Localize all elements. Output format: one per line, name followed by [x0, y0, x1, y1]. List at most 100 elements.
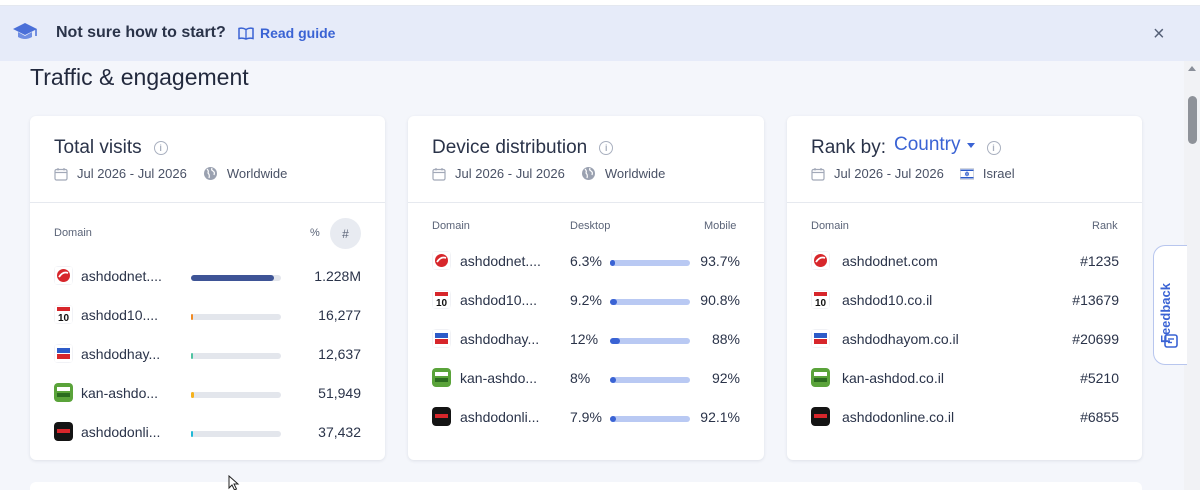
table-row[interactable]: ashdodnet.com #1235 [787, 249, 1142, 273]
date-range: Jul 2026 - Jul 2026 [834, 166, 944, 181]
mobile-share: 90.8% [700, 292, 740, 308]
rank-value: #1235 [1080, 253, 1119, 269]
domain-name[interactable]: ashdodhayom.co.il [842, 331, 959, 347]
desktop-bar [610, 338, 620, 344]
table-row[interactable]: ashdodnet.... 6.3% 93.7% [408, 249, 764, 273]
domain-name[interactable]: ashdodnet.com [842, 253, 938, 269]
table-row[interactable]: ashdodhayom.co.il #20699 [787, 327, 1142, 351]
domain-name[interactable]: ashdodhay... [460, 331, 540, 347]
share-bar-fill [191, 392, 194, 398]
share-bar-track [191, 353, 281, 359]
card-title: Rank by: [811, 137, 886, 158]
rank-by-card: Rank by: Country i Jul 2026 - Jul 2026 I… [787, 116, 1142, 460]
feedback-tab[interactable]: Feedback [1153, 245, 1187, 365]
domain-name[interactable]: kan-ashdod.co.il [842, 370, 944, 386]
desktop-bar [610, 377, 616, 383]
ashdodonline-favicon [811, 407, 830, 426]
table-row[interactable]: ashdodnet.... 1.228M [30, 264, 385, 288]
banner-message: Not sure how to start? [56, 24, 226, 41]
desktop-share: 9.2% [570, 292, 602, 308]
book-icon [238, 26, 254, 40]
column-header-desktop: Desktop [570, 220, 611, 232]
calendar-icon [54, 167, 68, 181]
desktop-share: 8% [570, 370, 591, 386]
domain-name[interactable]: ashdodonli... [81, 424, 161, 440]
table-row[interactable]: kan-ashdo... 8% 92% [408, 366, 764, 390]
info-icon[interactable]: i [153, 141, 168, 155]
domain-name[interactable]: ashdod10.... [460, 292, 538, 308]
table-row[interactable]: 10 ashdod10.co.il #13679 [787, 288, 1142, 312]
table-row[interactable]: ashdodonli... 7.9% 92.1% [408, 405, 764, 429]
domain-name[interactable]: ashdodhay... [81, 346, 161, 362]
share-bar-fill [191, 353, 193, 359]
svg-text:10: 10 [815, 298, 827, 309]
desktop-share: 7.9% [570, 409, 602, 425]
mobile-bar [610, 338, 690, 344]
info-icon[interactable]: i [599, 141, 614, 155]
share-bar-track [191, 392, 281, 398]
region: Israel [982, 166, 1015, 181]
scroll-up-icon[interactable] [1188, 66, 1196, 71]
mobile-bar [610, 260, 690, 266]
count-toggle-button[interactable]: # [330, 218, 361, 249]
mobile-share: 92.1% [700, 409, 740, 425]
chevron-down-icon [966, 142, 975, 148]
column-header-domain: Domain [54, 227, 92, 239]
ashdodhayom-favicon [54, 344, 73, 363]
card-title: Total visits [54, 137, 142, 158]
mobile-share: 92% [711, 370, 740, 386]
visits-value: 1.228M [314, 268, 361, 284]
calendar-icon [811, 167, 825, 181]
ashdodonline-favicon [432, 407, 451, 426]
mobile-bar [610, 299, 690, 305]
visits-value: 37,432 [318, 424, 361, 440]
domain-name[interactable]: ashdodonline.co.il [842, 409, 955, 425]
mobile-share: 93.7% [700, 253, 740, 269]
table-row[interactable]: 10 ashdod10.... 16,277 [30, 303, 385, 327]
table-row[interactable]: 10 ashdod10.... 9.2% 90.8% [408, 288, 764, 312]
scrollbar-track[interactable] [1184, 61, 1200, 490]
table-row[interactable]: ashdodonline.co.il #6855 [787, 405, 1142, 429]
domain-name[interactable]: ashdod10.co.il [842, 292, 933, 308]
date-range: Jul 2026 - Jul 2026 [455, 166, 565, 181]
domain-name[interactable]: ashdodonli... [460, 409, 540, 425]
calendar-icon [432, 167, 446, 181]
mobile-bar [610, 377, 690, 383]
visits-value: 16,277 [318, 307, 361, 323]
table-row[interactable]: ashdodhay... 12,637 [30, 342, 385, 366]
share-bar-track [191, 431, 281, 437]
domain-name[interactable]: ashdod10.... [81, 307, 159, 323]
read-guide-link[interactable]: Read guide [238, 25, 335, 41]
column-header-domain: Domain [432, 220, 470, 232]
domain-name[interactable]: ashdodnet.... [81, 268, 162, 284]
svg-text:10: 10 [436, 298, 448, 309]
ashdodonline-favicon [54, 422, 73, 441]
close-icon[interactable]: × [1153, 23, 1165, 45]
table-row[interactable]: kan-ashdo... 51,949 [30, 381, 385, 405]
rank-value: #6855 [1080, 409, 1119, 425]
card-title: Device distribution [432, 137, 588, 158]
domain-name[interactable]: ashdodnet.... [460, 253, 541, 269]
table-row[interactable]: ashdodonli... 37,432 [30, 420, 385, 444]
domain-name[interactable]: kan-ashdo... [81, 385, 159, 401]
desktop-bar [610, 416, 616, 422]
ashdodhayom-favicon [432, 329, 451, 348]
mobile-share: 88% [711, 331, 740, 347]
desktop-share: 12% [570, 331, 599, 347]
rank-value: #20699 [1072, 331, 1119, 347]
table-row[interactable]: ashdodhay... 12% 88% [408, 327, 764, 351]
column-header-percent[interactable]: % [310, 227, 320, 239]
scrollbar-thumb[interactable] [1188, 96, 1197, 144]
ashdodnet-favicon [432, 251, 451, 270]
region: Worldwide [226, 166, 288, 181]
rank-value: #13679 [1072, 292, 1119, 308]
divider [30, 202, 385, 203]
kan-ashdod-favicon [54, 383, 73, 402]
rank-type-dropdown[interactable]: Country [894, 134, 975, 156]
info-icon[interactable]: i [986, 141, 1001, 155]
domain-name[interactable]: kan-ashdo... [460, 370, 538, 386]
table-row[interactable]: kan-ashdod.co.il #5210 [787, 366, 1142, 390]
graduation-cap-icon [13, 23, 37, 39]
top-strip [0, 0, 1200, 6]
visits-value: 51,949 [318, 385, 361, 401]
